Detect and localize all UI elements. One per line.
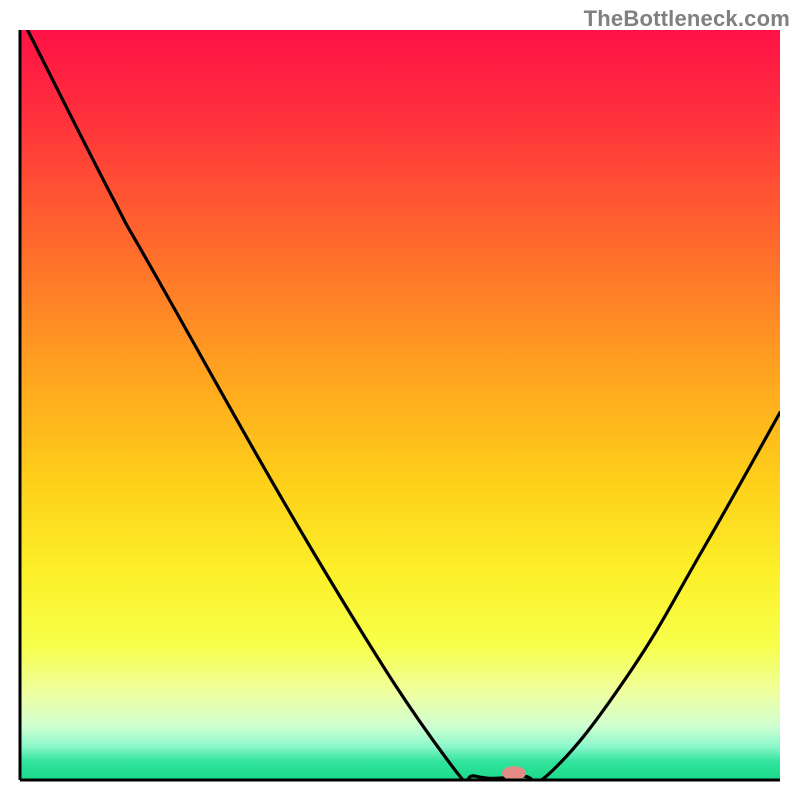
chart-svg bbox=[0, 0, 800, 800]
gradient-field bbox=[20, 30, 780, 780]
watermark-text: TheBottleneck.com bbox=[584, 6, 790, 32]
chart-stage: TheBottleneck.com bbox=[0, 0, 800, 800]
optimal-point-marker bbox=[502, 766, 526, 780]
